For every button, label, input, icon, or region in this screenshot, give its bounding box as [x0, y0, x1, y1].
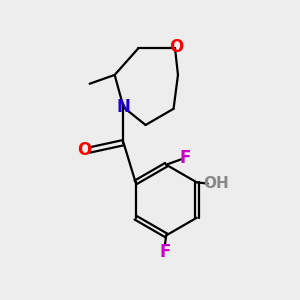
Text: O: O: [77, 141, 92, 159]
Text: F: F: [159, 243, 170, 261]
Text: OH: OH: [204, 176, 230, 191]
Text: O: O: [169, 38, 184, 56]
Text: N: N: [117, 98, 130, 116]
Text: F: F: [180, 149, 191, 167]
